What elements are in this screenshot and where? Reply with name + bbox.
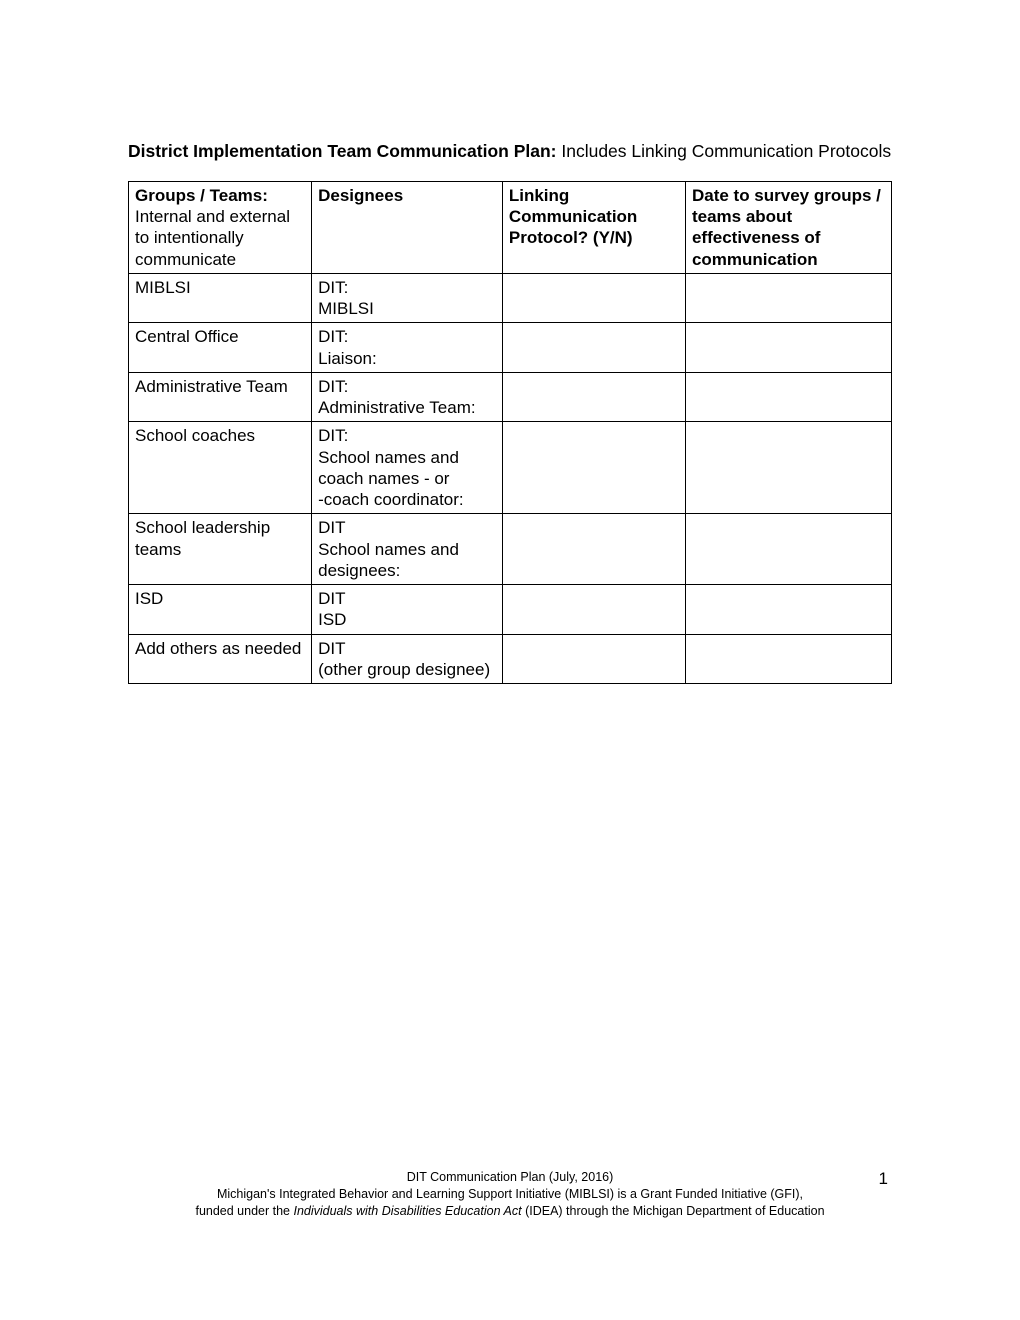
footer-line1: DIT Communication Plan (July, 2016) xyxy=(407,1170,614,1184)
cell-group: MIBLSI xyxy=(129,273,312,323)
title-bold-part: District Implementation Team Communicati… xyxy=(128,141,561,161)
footer-line3-italic: Individuals with Disabilities Education … xyxy=(293,1204,521,1218)
cell-group: School coaches xyxy=(129,422,312,514)
footer-line2: Michigan's Integrated Behavior and Learn… xyxy=(217,1187,803,1201)
footer-line3b: (IDEA) through the Michigan Department o… xyxy=(522,1204,825,1218)
table-body: MIBLSIDIT: MIBLSICentral OfficeDIT: Liai… xyxy=(129,273,892,683)
cell-group: School leadership teams xyxy=(129,514,312,585)
cell-protocol xyxy=(502,514,685,585)
title-rest-part: Includes Linking Communication Protocols xyxy=(561,141,891,161)
table-row: School coachesDIT: School names and coac… xyxy=(129,422,892,514)
cell-designees: DIT: Administrative Team: xyxy=(312,372,503,422)
cell-designees: DIT (other group designee) xyxy=(312,634,503,684)
table-row: MIBLSIDIT: MIBLSI xyxy=(129,273,892,323)
cell-date xyxy=(685,585,891,635)
cell-group: Administrative Team xyxy=(129,372,312,422)
header-designees-text: Designees xyxy=(318,186,403,205)
cell-protocol xyxy=(502,372,685,422)
cell-date xyxy=(685,273,891,323)
cell-designees: DIT ISD xyxy=(312,585,503,635)
document-title: District Implementation Team Communicati… xyxy=(128,140,892,163)
footer-line3a: funded under the xyxy=(195,1204,293,1218)
cell-protocol xyxy=(502,273,685,323)
cell-designees: DIT: Liaison: xyxy=(312,323,503,373)
cell-date xyxy=(685,372,891,422)
table-row: Administrative TeamDIT: Administrative T… xyxy=(129,372,892,422)
header-designees: Designees xyxy=(312,181,503,273)
cell-date xyxy=(685,323,891,373)
cell-date xyxy=(685,422,891,514)
header-protocol-text: Linking Communication Protocol? (Y/N) xyxy=(509,186,637,248)
cell-designees: DIT School names and designees: xyxy=(312,514,503,585)
cell-group: ISD xyxy=(129,585,312,635)
cell-protocol xyxy=(502,585,685,635)
cell-designees: DIT: MIBLSI xyxy=(312,273,503,323)
table-row: Add others as neededDIT (other group des… xyxy=(129,634,892,684)
table-row: ISDDIT ISD xyxy=(129,585,892,635)
cell-protocol xyxy=(502,323,685,373)
cell-protocol xyxy=(502,634,685,684)
header-groups-teams-bold: Groups / Teams: xyxy=(135,186,268,205)
cell-group: Add others as needed xyxy=(129,634,312,684)
header-protocol: Linking Communication Protocol? (Y/N) xyxy=(502,181,685,273)
header-groups-teams-rest: Internal and external to intentionally c… xyxy=(135,207,290,269)
footer-text: DIT Communication Plan (July, 2016) Mich… xyxy=(128,1169,892,1220)
page-number: 1 xyxy=(879,1169,888,1189)
header-date: Date to survey groups / teams about effe… xyxy=(685,181,891,273)
cell-group: Central Office xyxy=(129,323,312,373)
cell-protocol xyxy=(502,422,685,514)
table-row: Central OfficeDIT: Liaison: xyxy=(129,323,892,373)
page-footer: 1 DIT Communication Plan (July, 2016) Mi… xyxy=(0,1169,1020,1220)
communication-plan-table: Groups / Teams: Internal and external to… xyxy=(128,181,892,684)
header-date-text: Date to survey groups / teams about effe… xyxy=(692,186,881,269)
table-row: School leadership teamsDIT School names … xyxy=(129,514,892,585)
header-groups-teams: Groups / Teams: Internal and external to… xyxy=(129,181,312,273)
cell-date xyxy=(685,634,891,684)
table-header-row: Groups / Teams: Internal and external to… xyxy=(129,181,892,273)
cell-designees: DIT: School names and coach names - or -… xyxy=(312,422,503,514)
cell-date xyxy=(685,514,891,585)
